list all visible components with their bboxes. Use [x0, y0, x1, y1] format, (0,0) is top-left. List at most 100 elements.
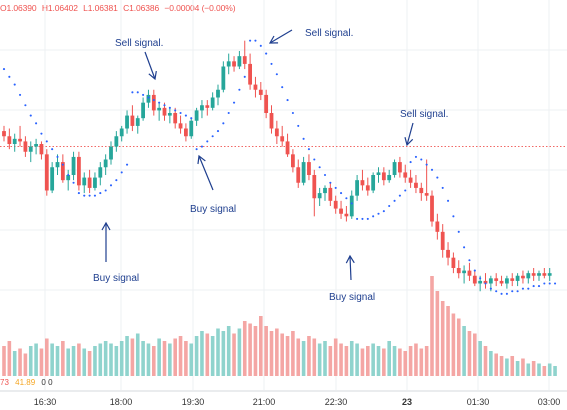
sar-dot: [243, 75, 246, 78]
candle-body: [371, 175, 376, 191]
candle-body: [119, 128, 124, 137]
candle-body: [44, 154, 49, 191]
sar-dot: [29, 114, 32, 117]
volume-bar: [317, 343, 322, 376]
candle-body: [542, 273, 547, 276]
candle-body: [248, 63, 252, 85]
volume-bar: [515, 361, 520, 376]
candle-body: [285, 141, 290, 155]
candle-body: [130, 115, 135, 126]
sar-dot: [163, 104, 166, 107]
volume-bar: [440, 301, 445, 376]
volume-bar: [259, 316, 263, 376]
volume-bar: [531, 361, 536, 376]
sar-dot: [179, 111, 182, 115]
sar-dot: [340, 192, 343, 195]
volume-bar: [323, 341, 327, 376]
candle-body: [109, 146, 113, 160]
candle-body: [381, 172, 386, 181]
annotation-arrowhead: [197, 154, 206, 165]
volume-bar: [221, 331, 226, 376]
volume-bar: [189, 343, 194, 376]
volume-bar: [376, 346, 381, 376]
sar-dot: [56, 155, 59, 158]
volume-bar: [34, 343, 38, 376]
candle-body: [499, 280, 504, 284]
volume-bar: [339, 343, 343, 376]
x-tick-label: 18:00: [110, 397, 133, 407]
candle-body: [200, 105, 204, 111]
sar-dot: [366, 217, 369, 220]
candle-body: [494, 278, 499, 281]
candle-body: [547, 273, 552, 276]
candle-body: [301, 162, 306, 183]
volume-bar: [537, 363, 541, 376]
sar-dot: [313, 158, 316, 161]
volume-bar: [435, 291, 440, 376]
candle-body: [71, 156, 76, 175]
annotation-arrowhead: [268, 35, 279, 44]
volume-bar: [157, 338, 161, 376]
volume-bar: [414, 343, 418, 376]
volume-bar: [483, 346, 488, 376]
sar-dot: [350, 202, 353, 205]
volume-bar: [253, 326, 258, 376]
sar-dot: [174, 109, 177, 112]
candle-body: [274, 128, 279, 137]
sar-dot: [8, 75, 11, 78]
sar-dot: [382, 210, 385, 213]
ohlc-low: L1.06381: [83, 3, 118, 13]
candle-body: [242, 56, 247, 64]
sar-dot: [275, 73, 278, 76]
volume-bar: [98, 343, 103, 376]
candle-body: [216, 89, 220, 98]
candle-body: [12, 138, 17, 144]
candle-body: [82, 177, 87, 186]
candle-body: [173, 113, 178, 124]
candle-body: [488, 278, 493, 284]
candle-body: [34, 144, 38, 147]
sar-dot: [473, 269, 476, 272]
sar-dot: [249, 39, 252, 42]
candle-body: [226, 61, 231, 67]
sar-dot: [126, 163, 129, 166]
sar-dot: [318, 166, 321, 169]
volume-bar: [210, 336, 215, 376]
volume-bar: [12, 351, 17, 376]
volume-bar: [216, 328, 220, 376]
sar-dot: [543, 282, 546, 285]
volume-bar: [28, 346, 33, 376]
sar-dot: [238, 88, 241, 91]
volume-bar: [489, 351, 493, 376]
volume-bar: [275, 328, 279, 376]
volume-bar: [398, 348, 402, 376]
candle-body: [505, 278, 509, 284]
x-tick-label: 21:00: [253, 397, 276, 407]
ohlc-open: O1.06390: [0, 3, 37, 13]
candle-body: [141, 102, 145, 119]
sar-dot: [227, 111, 230, 115]
candle-body: [55, 162, 60, 168]
candle-body: [456, 268, 461, 274]
sar-dot: [216, 130, 220, 133]
sar-dot: [222, 122, 225, 125]
candle-body: [157, 107, 162, 111]
sar-dot: [302, 137, 305, 140]
candle-body: [349, 195, 354, 217]
candle-body: [103, 159, 108, 168]
candle-body: [264, 94, 269, 113]
sar-dot: [393, 199, 396, 202]
candle-body: [194, 110, 199, 121]
candle-body: [135, 118, 140, 126]
annotation-arrowhead: [101, 221, 111, 231]
sar-dot: [67, 173, 70, 177]
sar-dot: [147, 96, 150, 99]
candle-body: [355, 180, 359, 196]
sar-dot: [259, 44, 262, 47]
candle-body: [419, 187, 424, 194]
x-tick-label: 22:30: [325, 397, 348, 407]
volume-bar: [553, 366, 557, 376]
candle-body: [526, 273, 531, 279]
sar-dot: [377, 212, 380, 215]
